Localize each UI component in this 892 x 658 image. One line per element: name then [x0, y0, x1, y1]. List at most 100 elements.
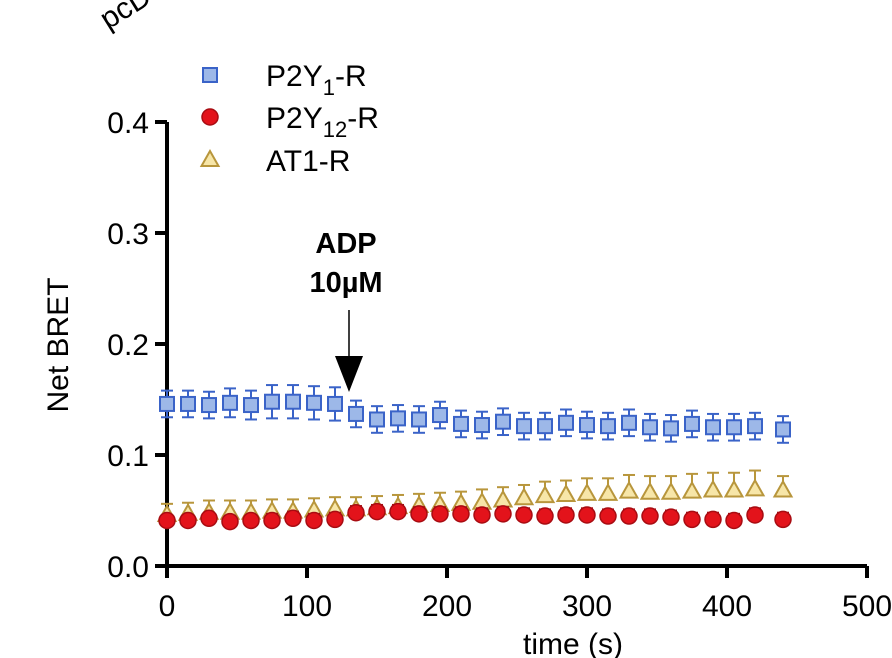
- data-point: [180, 395, 196, 412]
- series-p2y12-r: [158, 502, 792, 531]
- legend-marker: [201, 108, 219, 126]
- data-point: [348, 405, 364, 422]
- data-point: [578, 506, 596, 524]
- data-point: [432, 407, 448, 424]
- data-point: [662, 508, 680, 526]
- data-point: [537, 418, 553, 435]
- data-point: [222, 394, 238, 411]
- data-point: [639, 481, 661, 500]
- data-point: [597, 482, 619, 501]
- axes: 0 100 200 300 400 500 0.0 0.1 0.2 0.3 0.4: [107, 107, 892, 623]
- y-tick-label: 0.1: [107, 440, 149, 473]
- data-point: [681, 480, 703, 499]
- data-point: [702, 479, 724, 498]
- data-point: [410, 505, 428, 523]
- data-point: [555, 483, 577, 502]
- legend-label: AT1-R: [266, 145, 350, 178]
- data-point: [513, 487, 535, 506]
- data-point: [347, 503, 365, 522]
- corner-label: pcD: [94, 0, 157, 36]
- data-point: [201, 397, 217, 414]
- x-tick-label: 400: [702, 590, 752, 623]
- data-point: [725, 511, 743, 530]
- data-point: [411, 411, 427, 428]
- data-point: [723, 479, 745, 498]
- y-tick-label: 0.4: [107, 107, 149, 140]
- series-p2y1-r: [159, 384, 791, 444]
- x-tick-label: 300: [562, 590, 612, 623]
- data-point: [642, 419, 658, 436]
- y-tick-label: 0.2: [107, 329, 149, 362]
- data-point: [306, 394, 322, 411]
- data-point: [618, 480, 640, 499]
- data-point: [663, 420, 679, 437]
- legend-marker: [202, 67, 218, 83]
- data-point: [775, 421, 791, 438]
- y-tick-label: 0.0: [107, 551, 149, 584]
- data-point: [576, 482, 598, 501]
- x-tick-label: 100: [282, 590, 332, 623]
- series-layer: [156, 384, 794, 531]
- x-tick-label: 200: [422, 590, 472, 623]
- data-point: [368, 502, 386, 521]
- legend-label: P2Y1-R: [266, 60, 367, 100]
- data-point: [774, 510, 792, 529]
- data-point: [305, 511, 323, 530]
- legend-marker: [199, 148, 221, 167]
- data-point: [242, 511, 260, 530]
- data-point: [600, 418, 616, 435]
- data-point: [747, 418, 763, 435]
- x-tick-label: 500: [842, 590, 892, 623]
- data-point: [473, 506, 491, 524]
- data-point: [744, 478, 766, 497]
- legend-item: P2Y12-R: [201, 102, 379, 142]
- data-point: [474, 417, 490, 434]
- data-point: [726, 419, 742, 436]
- data-point: [327, 395, 343, 412]
- data-point: [684, 415, 700, 432]
- annotation-line1: ADP: [315, 228, 376, 260]
- data-point: [557, 506, 575, 524]
- data-point: [326, 510, 344, 529]
- annotation-arrow-head: [335, 355, 363, 392]
- data-point: [579, 417, 595, 434]
- data-point: [621, 414, 637, 431]
- legend-item: AT1-R: [199, 145, 350, 178]
- legend-label: P2Y12-R: [266, 102, 379, 142]
- data-point: [558, 414, 574, 431]
- data-point: [264, 393, 280, 410]
- data-point: [516, 418, 532, 435]
- data-point: [492, 489, 514, 508]
- data-point: [536, 507, 554, 525]
- x-tick-label: 0: [159, 590, 176, 623]
- data-point: [452, 505, 470, 523]
- data-point: [599, 507, 617, 525]
- data-point: [221, 512, 239, 531]
- legend-item: P2Y1-R: [202, 60, 367, 100]
- x-axis-title: time (s): [523, 628, 623, 658]
- data-point: [200, 509, 218, 528]
- data-point: [389, 502, 407, 521]
- data-point: [431, 505, 449, 523]
- annotation-line2: 10µM: [309, 267, 382, 299]
- data-point: [704, 510, 722, 529]
- data-point: [641, 507, 659, 525]
- data-point: [494, 505, 512, 523]
- annotation-adp: ADP 10µM: [309, 228, 383, 392]
- data-point: [515, 506, 533, 524]
- data-point: [495, 413, 511, 430]
- data-point: [179, 511, 197, 530]
- data-point: [683, 510, 701, 529]
- data-point: [746, 506, 764, 524]
- data-point: [453, 415, 469, 432]
- y-axis-title: Net BRET: [42, 277, 75, 412]
- data-point: [390, 410, 406, 427]
- data-point: [620, 507, 638, 525]
- y-tick-label: 0.3: [107, 218, 149, 251]
- data-point: [772, 479, 794, 498]
- data-point: [705, 419, 721, 436]
- data-point: [158, 511, 176, 530]
- data-point: [369, 411, 385, 428]
